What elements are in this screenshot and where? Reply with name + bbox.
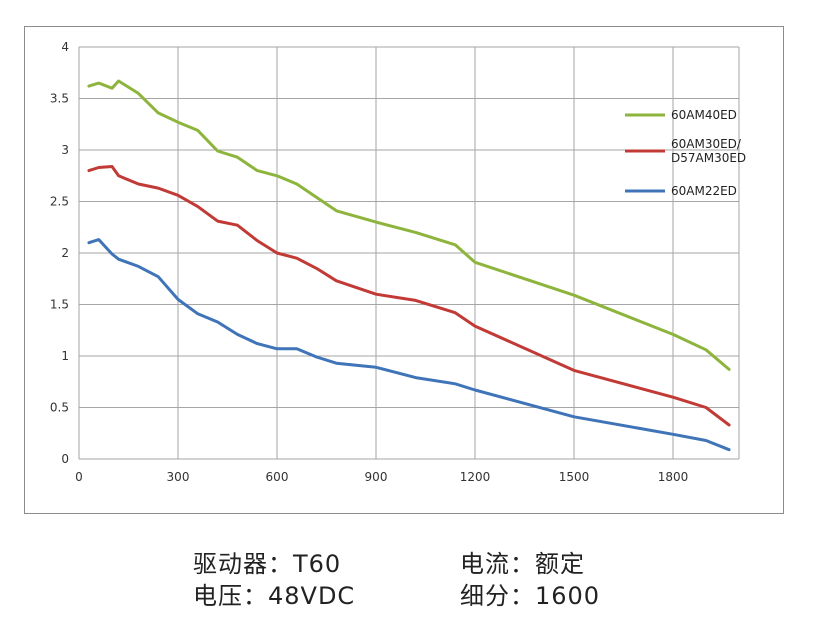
torque-speed-chart: 00.511.522.533.540 300 600 900 1200 1500 1800 … — [50, 40, 746, 484]
x-tick-label: 1800 — [658, 470, 689, 484]
legend-label-line: 60AM30ED/ — [671, 137, 742, 151]
spec-current: 电流：额定 — [460, 550, 585, 578]
series-line-3 — [87, 238, 731, 452]
spec-voltage: 电压：48VDC — [193, 582, 356, 610]
y-tick-label: 0.5 — [50, 401, 69, 415]
chart-frame: 0 0.5 1 1.5 2 2.5 3 3.5 4 0 300 600 900 1200 1500 1800 … — [24, 26, 784, 514]
series-line-1 — [87, 79, 731, 371]
legend-label-line: 60AM22ED — [671, 184, 737, 198]
legend-label: 60AM40ED — [671, 108, 737, 122]
x-tick-label: 900 — [365, 470, 388, 484]
y-tick-label: 0 — [61, 452, 69, 466]
y-tick-label: 2.5 — [50, 195, 69, 209]
legend-label-line: D57AM30ED — [671, 151, 746, 165]
series-line-2 — [87, 165, 731, 427]
x-tick-label: 300 — [167, 470, 190, 484]
legend-label: 60AM30ED/D57AM30ED — [671, 137, 746, 165]
spec-driver: 驱动器：T60 — [193, 550, 342, 578]
y-tick-label: 3.5 — [50, 92, 69, 106]
y-tick-label: 4 — [61, 40, 69, 54]
y-tick-label: 2 — [61, 246, 69, 260]
spec-microstep: 细分：1600 — [460, 582, 601, 610]
x-tick-label: 0 — [75, 470, 83, 484]
x-tick-label: 1200 — [460, 470, 491, 484]
y-tick-label: 3 — [61, 143, 69, 157]
x-tick-label: 600 — [266, 470, 289, 484]
x-tick-label: 1500 — [559, 470, 590, 484]
y-tick-label: 1 — [61, 349, 69, 363]
legend-label: 60AM22ED — [671, 184, 737, 198]
legend-label-line: 60AM40ED — [671, 108, 737, 122]
y-tick-label: 1.5 — [50, 298, 69, 312]
